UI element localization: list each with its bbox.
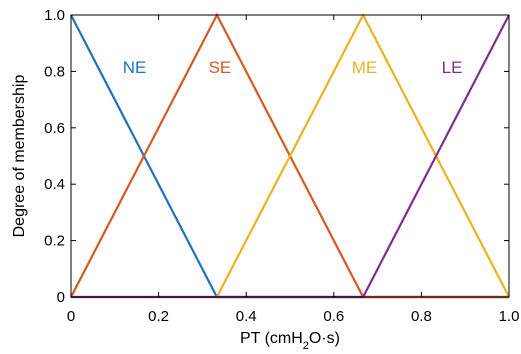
x-tick-label: 0.8 — [411, 308, 432, 325]
x-tick-label: 0.6 — [323, 308, 344, 325]
series-label-se: SE — [209, 58, 232, 77]
y-axis: 0 0.2 0.4 0.6 0.8 1.0 — [44, 7, 509, 306]
y-tick-label: 0.8 — [44, 63, 65, 80]
x-tick-label: 1.0 — [499, 308, 520, 325]
x-axis: 0 0.2 0.4 0.6 0.8 1.0 — [67, 15, 520, 325]
series-label-ne: NE — [123, 58, 147, 77]
series-label-le: LE — [442, 58, 463, 77]
y-axis-label: Degree of membership — [11, 75, 28, 238]
plot-area-frame — [70, 14, 510, 298]
series-label-me: ME — [352, 58, 378, 77]
x-tick-label: 0 — [67, 308, 75, 325]
x-axis-label: PT (cmH2O·s) — [240, 330, 340, 352]
y-tick-label: 0.4 — [44, 176, 65, 193]
y-tick-label: 0 — [57, 289, 65, 306]
y-tick-label: 0.2 — [44, 233, 65, 250]
x-tick-label: 0.2 — [148, 308, 169, 325]
y-tick-label: 1.0 — [44, 7, 65, 24]
series-labels: NE SE ME LE — [123, 58, 463, 77]
x-tick-label: 0.4 — [236, 308, 257, 325]
y-tick-label: 0.6 — [44, 120, 65, 137]
